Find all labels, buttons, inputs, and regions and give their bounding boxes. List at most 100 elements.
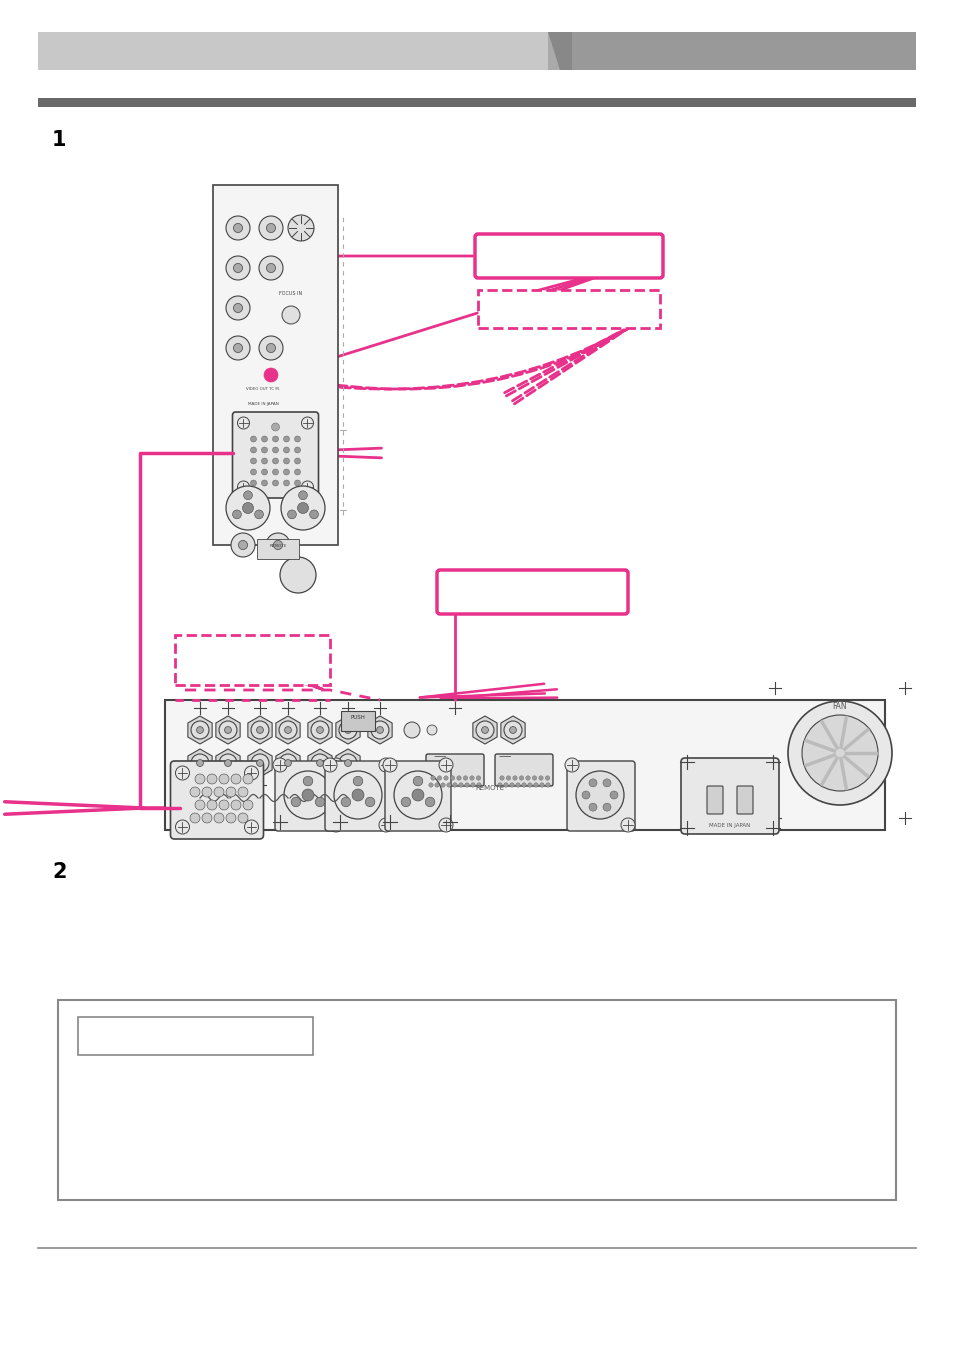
Circle shape [588,803,597,811]
Circle shape [294,458,300,464]
Circle shape [283,458,289,464]
Circle shape [378,818,393,832]
Circle shape [403,722,419,738]
Circle shape [226,787,235,796]
Circle shape [394,771,441,819]
FancyBboxPatch shape [680,757,779,834]
Circle shape [344,726,351,733]
Circle shape [516,783,519,787]
Circle shape [513,776,517,780]
Circle shape [261,458,267,464]
Circle shape [294,447,300,454]
Circle shape [521,783,526,787]
FancyBboxPatch shape [171,761,263,838]
Circle shape [476,721,494,738]
Circle shape [226,256,250,279]
Text: 1: 1 [52,130,67,150]
Bar [38,32,547,70]
Circle shape [527,783,532,787]
Circle shape [191,755,209,772]
FancyBboxPatch shape [233,412,318,498]
Circle shape [281,486,325,531]
Circle shape [266,343,275,352]
Circle shape [602,803,610,811]
Circle shape [463,776,467,780]
Circle shape [329,757,343,772]
Circle shape [440,783,445,787]
Circle shape [243,491,253,500]
Circle shape [283,436,289,441]
Text: VIDEO OUT TC M.: VIDEO OUT TC M. [246,387,280,392]
Circle shape [436,776,441,780]
Circle shape [438,757,453,772]
Circle shape [251,481,256,486]
Circle shape [341,796,351,807]
Circle shape [283,481,289,486]
Circle shape [469,776,474,780]
Circle shape [244,765,258,780]
Circle shape [207,801,216,810]
Circle shape [801,716,877,791]
Circle shape [261,436,267,441]
Bar [559,32,915,70]
Circle shape [258,216,283,240]
Text: MADE IN JAPAN: MADE IN JAPAN [248,402,278,406]
Circle shape [518,776,523,780]
Circle shape [237,417,250,429]
Circle shape [284,760,291,767]
Circle shape [298,491,307,500]
Circle shape [545,776,549,780]
Bar [477,290,659,328]
FancyBboxPatch shape [385,761,451,832]
Circle shape [425,796,435,807]
Circle shape [219,755,236,772]
Circle shape [243,801,253,810]
Text: FOCUS IN: FOCUS IN [279,292,302,296]
Circle shape [233,304,242,313]
Circle shape [314,796,325,807]
Circle shape [525,776,530,780]
Circle shape [435,783,438,787]
Circle shape [233,510,241,518]
Circle shape [338,755,356,772]
Circle shape [532,776,537,780]
Circle shape [237,481,250,493]
Polygon shape [547,32,572,70]
FancyBboxPatch shape [325,761,391,832]
Polygon shape [547,32,572,70]
Circle shape [456,776,460,780]
FancyBboxPatch shape [737,786,752,814]
Bar [58,1000,895,1200]
Circle shape [219,721,236,738]
Circle shape [256,760,263,767]
Circle shape [539,783,543,787]
Circle shape [244,819,258,834]
Circle shape [256,726,263,733]
Circle shape [224,760,232,767]
Circle shape [274,540,282,549]
Circle shape [352,788,364,801]
Circle shape [175,765,190,780]
Circle shape [226,486,270,531]
Circle shape [576,771,623,819]
Circle shape [412,788,423,801]
Text: MADE IN JAPAN: MADE IN JAPAN [709,824,750,828]
Circle shape [534,783,537,787]
Circle shape [297,502,308,513]
Circle shape [509,726,516,733]
Circle shape [365,796,375,807]
Circle shape [261,481,267,486]
Circle shape [175,819,190,834]
Circle shape [283,468,289,475]
Circle shape [302,788,314,801]
Circle shape [190,813,200,823]
Text: FAN: FAN [832,702,846,711]
Circle shape [191,721,209,738]
Circle shape [476,776,480,780]
Circle shape [233,224,242,232]
Circle shape [438,818,453,832]
Circle shape [499,776,504,780]
Circle shape [602,779,610,787]
Circle shape [450,776,455,780]
Circle shape [273,757,287,772]
